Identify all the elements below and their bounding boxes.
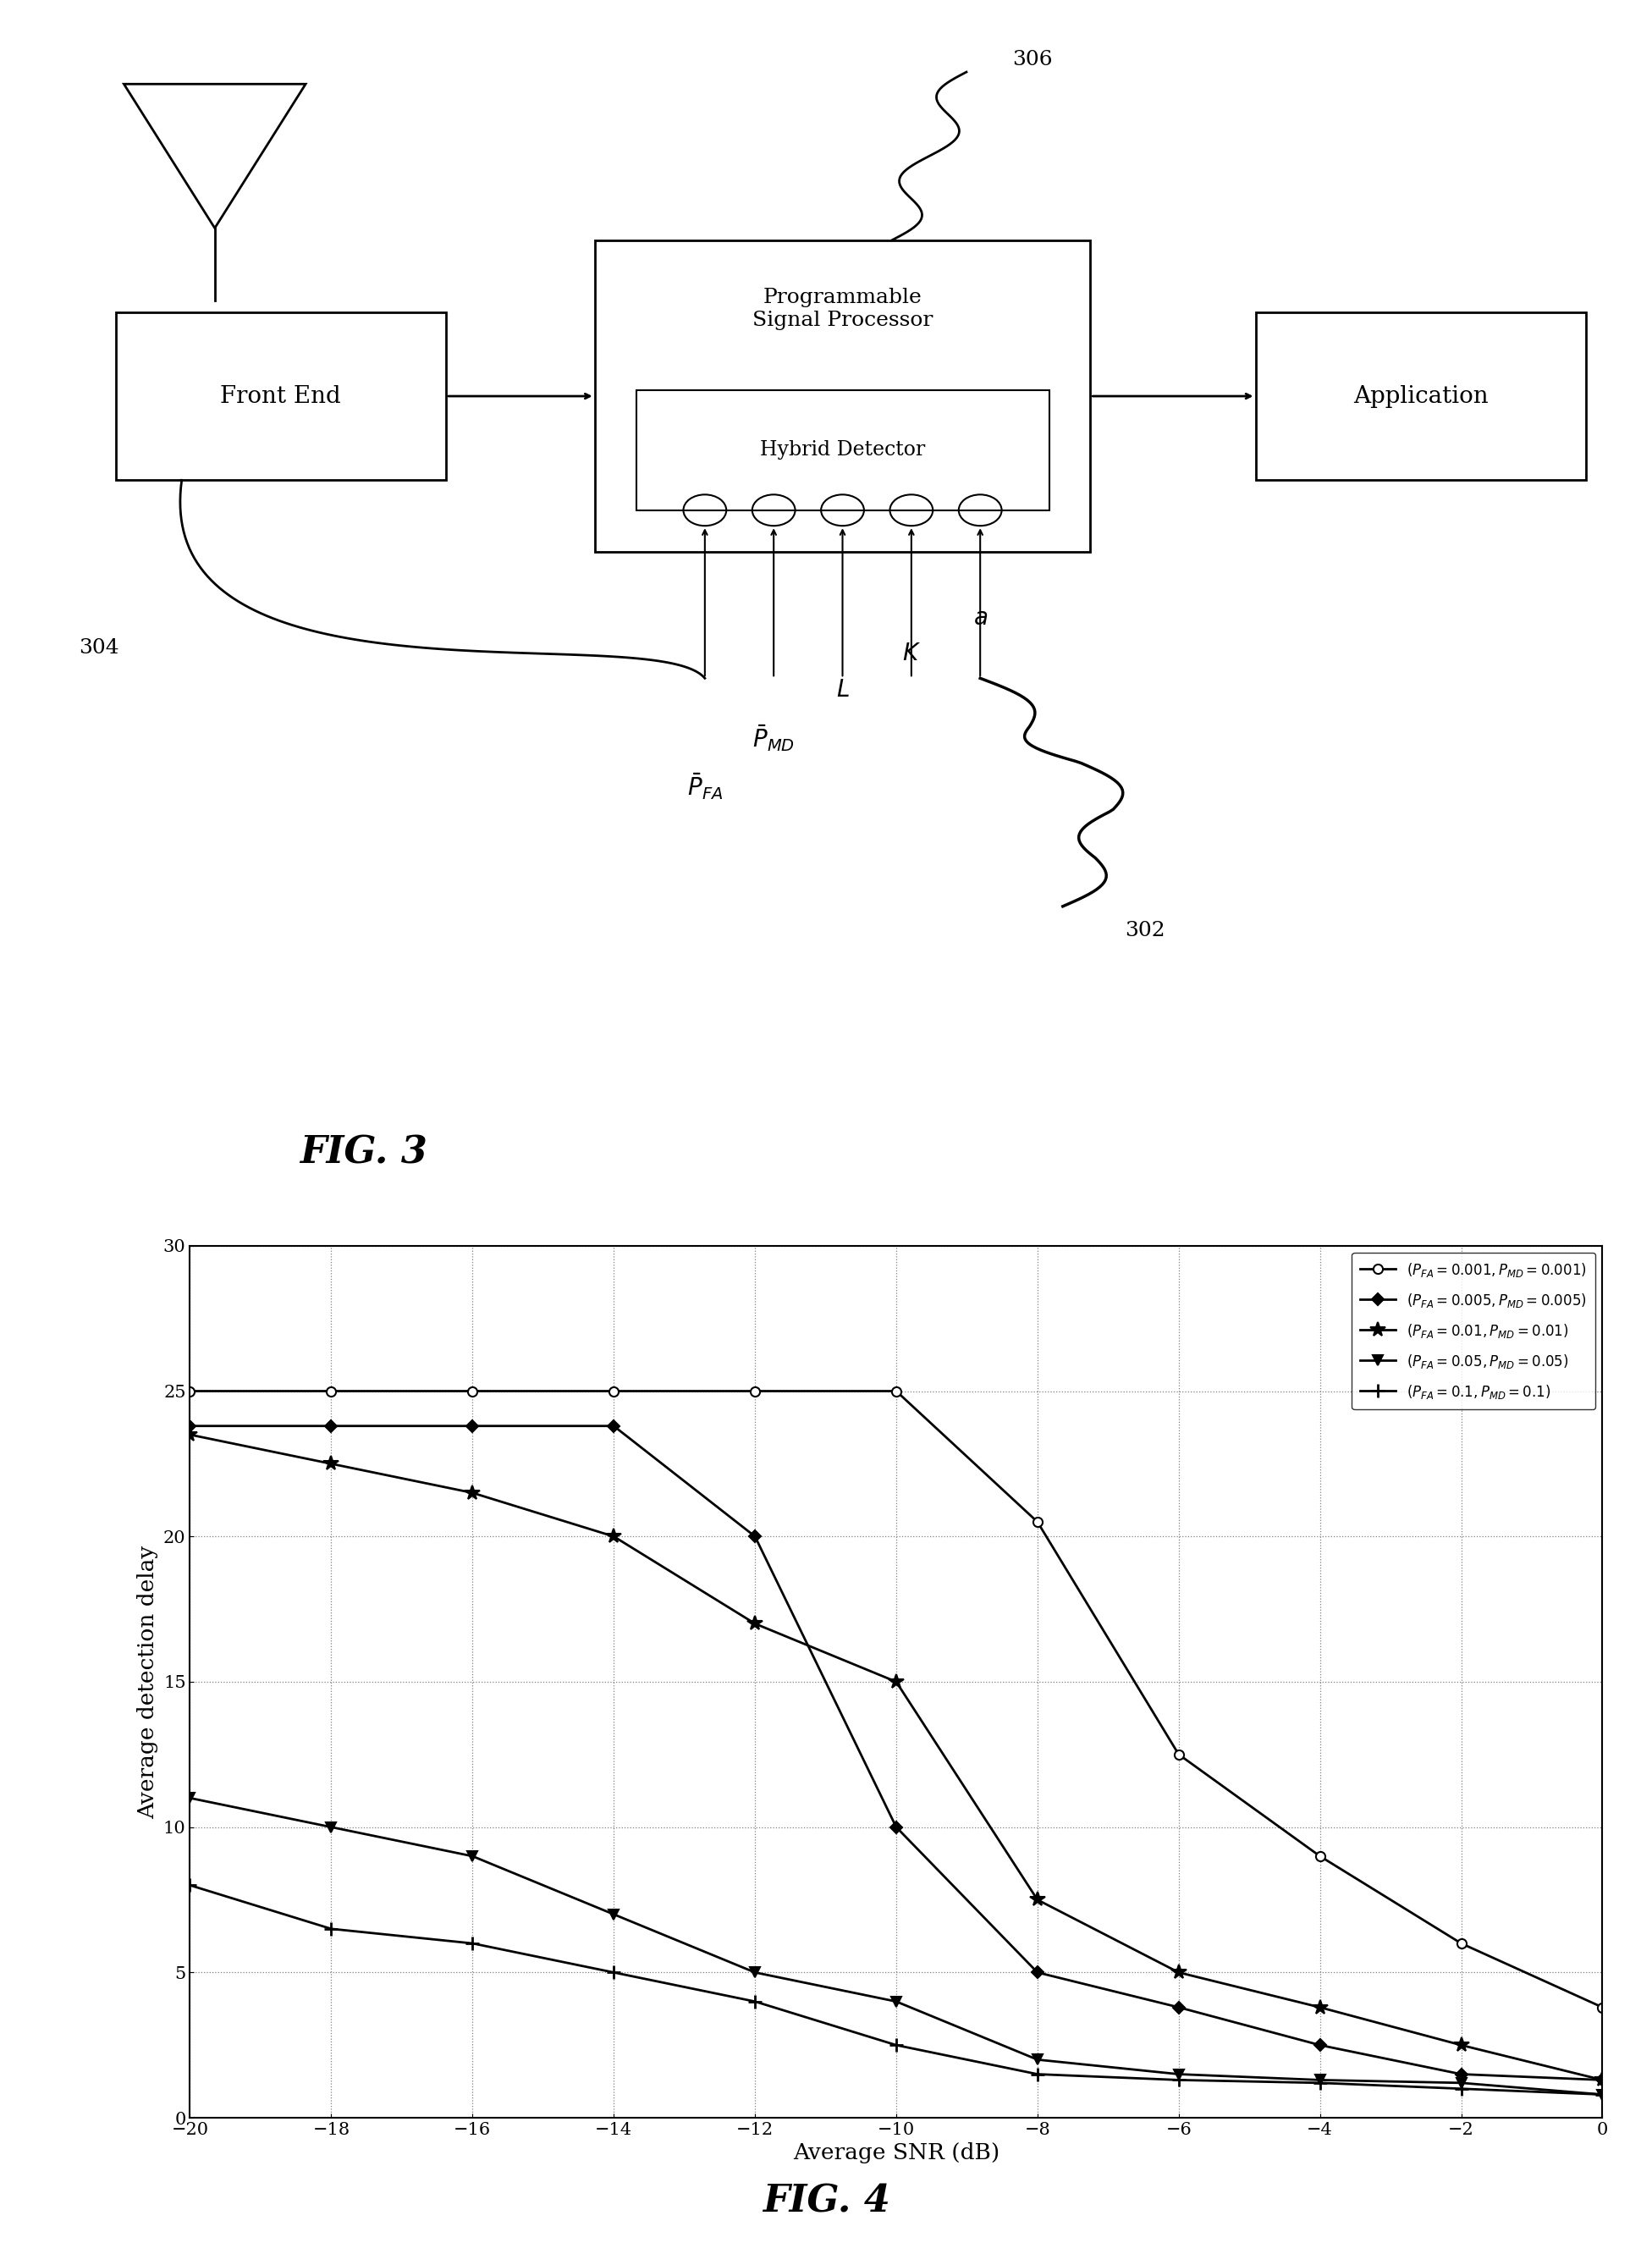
Text: 302: 302 [1125, 920, 1166, 940]
X-axis label: Average SNR (dB): Average SNR (dB) [793, 2143, 999, 2163]
Text: $\bar{P}_{FA}$: $\bar{P}_{FA}$ [687, 772, 722, 802]
Text: FIG. 3: FIG. 3 [299, 1135, 428, 1171]
Bar [595, 240, 1090, 553]
Text: FIG. 4: FIG. 4 [762, 2183, 890, 2220]
Text: 306: 306 [1013, 50, 1052, 70]
Legend: $(P_{FA} = 0.001, P_{MD} = 0.001)$, $(P_{FA} = 0.005, P_{MD} = 0.005)$, $(P_{FA}: $(P_{FA} = 0.001, P_{MD} = 0.001)$, $(P_… [1351, 1253, 1596, 1409]
Text: 304: 304 [79, 639, 119, 657]
Text: $\bar{P}_{MD}$: $\bar{P}_{MD}$ [753, 723, 795, 754]
Text: Application: Application [1353, 385, 1488, 408]
Bar [116, 313, 446, 480]
Text: $L$: $L$ [836, 679, 849, 702]
Bar [636, 390, 1049, 510]
Text: $K$: $K$ [902, 643, 920, 666]
Y-axis label: Average detection delay: Average detection delay [137, 1545, 159, 1819]
Text: Programmable
Signal Processor: Programmable Signal Processor [752, 288, 933, 331]
Text: Hybrid Detector: Hybrid Detector [760, 439, 925, 460]
Polygon shape [124, 84, 306, 229]
Text: $a$: $a$ [973, 607, 988, 630]
Text: Front End: Front End [220, 385, 342, 408]
Bar [1256, 313, 1586, 480]
